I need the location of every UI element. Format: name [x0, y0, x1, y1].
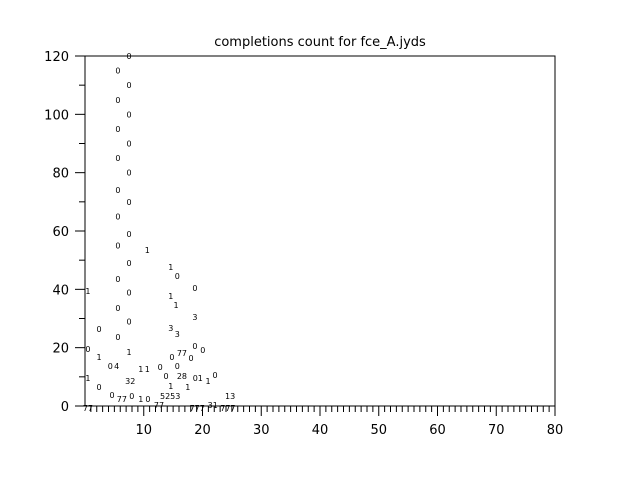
- data-point-label: 3: [192, 313, 197, 322]
- data-point-label: 1: [205, 377, 210, 386]
- data-point-label: 1: [127, 348, 132, 357]
- y-tick-label: 100: [44, 108, 69, 123]
- data-point-label: 77: [83, 404, 93, 413]
- data-point-label: 0: [115, 275, 120, 284]
- data-point-label: 0: [115, 96, 120, 105]
- data-point-label: 28: [177, 372, 187, 381]
- x-tick-label: 10: [135, 423, 152, 438]
- data-point-label: 3: [168, 324, 173, 333]
- data-point-label: 0: [192, 342, 197, 351]
- data-point-label: 31: [208, 401, 218, 410]
- data-point-label: 0: [127, 169, 132, 178]
- data-point-label: 32: [125, 377, 135, 386]
- data-point-label: 0: [158, 363, 163, 372]
- data-point-label: 0: [115, 67, 120, 76]
- chart-title: completions count for fce_A.jyds: [214, 35, 426, 50]
- data-point-label: 1: [97, 353, 102, 362]
- data-point-label: 1: [185, 383, 190, 392]
- data-point-label: 0: [169, 353, 174, 362]
- data-point-label: 0: [129, 392, 134, 401]
- data-point-label: 0: [127, 110, 132, 119]
- data-point-label: 4: [114, 362, 119, 371]
- data-point-label: 77: [117, 395, 127, 404]
- data-point-label: 0: [164, 372, 169, 381]
- data-point-label: 0: [115, 154, 120, 163]
- data-point-label: 1: [168, 263, 173, 272]
- data-point-label: 3: [175, 330, 180, 339]
- x-tick-label: 70: [488, 423, 505, 438]
- data-point-label: 5253: [160, 392, 180, 401]
- data-point-label: 0: [115, 304, 120, 313]
- data-point-label: 0: [145, 395, 150, 404]
- data-point-label: 0: [127, 198, 132, 207]
- y-tick-label: 80: [52, 167, 69, 182]
- data-point-label: 0: [127, 259, 132, 268]
- data-point-label: 13: [225, 392, 235, 401]
- data-point-label: 0: [97, 325, 102, 334]
- data-point-label: 1: [145, 365, 150, 374]
- y-tick-label: 120: [44, 50, 69, 65]
- y-tick-label: 40: [52, 283, 69, 298]
- data-point-label: 0: [127, 52, 132, 61]
- x-tick-label: 30: [253, 423, 270, 438]
- data-point-label: 1: [174, 301, 179, 310]
- x-tick-label: 20: [194, 423, 211, 438]
- data-point-label: 0: [108, 362, 113, 371]
- data-point-label: 0: [175, 272, 180, 281]
- data-point-label: 0: [115, 212, 120, 221]
- data-point-label: 0: [127, 317, 132, 326]
- data-point-label: 0: [127, 81, 132, 90]
- data-point-label: 777: [220, 404, 235, 413]
- data-point-label: 0: [109, 391, 114, 400]
- data-point-label: 777: [190, 404, 205, 413]
- data-point-label: 0: [188, 354, 193, 363]
- x-tick-label: 50: [370, 423, 387, 438]
- x-tick-label: 80: [547, 423, 564, 438]
- data-point-label: 0: [85, 345, 90, 354]
- data-point-label: 1: [85, 374, 90, 383]
- data-point-label: 0: [115, 125, 120, 134]
- x-tick-label: 60: [429, 423, 446, 438]
- data-point-label: 0: [175, 362, 180, 371]
- plot-frame: [84, 55, 556, 407]
- data-point-label: 0: [200, 346, 205, 355]
- x-tick-label: 40: [312, 423, 329, 438]
- data-point-label: 0: [115, 333, 120, 342]
- data-point-label: 01: [193, 374, 203, 383]
- data-point-label: 77: [177, 349, 187, 358]
- data-point-label: 0: [213, 371, 218, 380]
- data-point-label: 1: [168, 292, 173, 301]
- data-point-label: 0: [115, 242, 120, 251]
- data-point-label: 0: [192, 284, 197, 293]
- data-point-label: 1: [145, 246, 150, 255]
- data-point-label: 0: [115, 186, 120, 195]
- data-point-label: 0: [127, 230, 132, 239]
- data-point-label: 0: [127, 140, 132, 149]
- y-tick-label: 0: [61, 400, 69, 415]
- data-point-label: 1: [138, 395, 143, 404]
- data-point-label: 1: [138, 365, 143, 374]
- data-point-label: 1: [168, 382, 173, 391]
- y-tick-label: 20: [52, 342, 69, 357]
- data-point-label: 1: [85, 287, 90, 296]
- data-point-label: 77: [154, 401, 164, 410]
- y-tick-label: 60: [52, 225, 69, 240]
- data-point-label: 0: [97, 383, 102, 392]
- data-point-label: 0: [127, 288, 132, 297]
